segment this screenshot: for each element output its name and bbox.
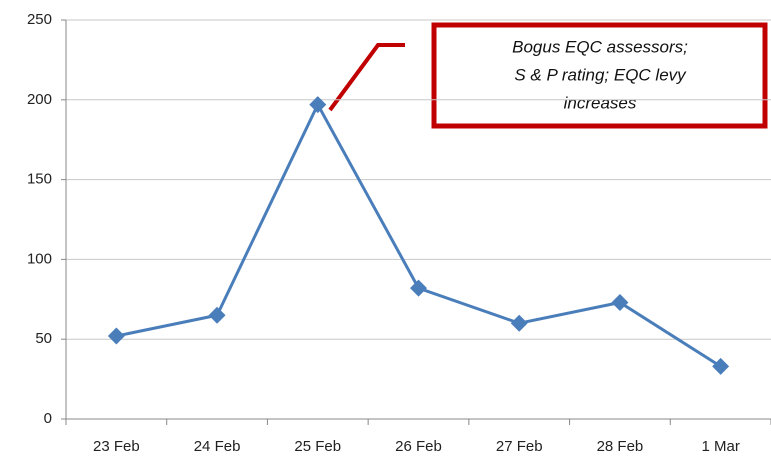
x-tick-label: 26 Feb bbox=[395, 438, 442, 455]
annotation: Bogus EQC assessors; S & P rating; EQC le… bbox=[328, 22, 768, 129]
annotation-text: S & P rating; EQC levy bbox=[514, 65, 687, 84]
y-tick-label: 250 bbox=[27, 11, 52, 28]
marker bbox=[712, 357, 730, 375]
x-tick-label: 1 Mar bbox=[701, 438, 739, 455]
marker bbox=[107, 327, 125, 345]
annotation-text: increases bbox=[564, 93, 637, 112]
marker bbox=[410, 279, 427, 297]
y-tick-label: 100 bbox=[27, 250, 52, 267]
x-tick-label: 28 Feb bbox=[597, 438, 644, 455]
y-tick-label: 200 bbox=[27, 91, 52, 108]
marker bbox=[309, 96, 327, 114]
x-tick-label: 25 Feb bbox=[294, 438, 341, 455]
marker bbox=[208, 306, 226, 324]
y-tick-label: 150 bbox=[27, 171, 52, 188]
series-line bbox=[116, 101, 722, 368]
annotation-connector bbox=[328, 43, 405, 112]
annotation-box bbox=[431, 22, 768, 129]
x-tick-label: 23 Feb bbox=[93, 438, 140, 455]
annotation-text: Bogus EQC assessors; bbox=[512, 37, 688, 56]
marker bbox=[510, 314, 528, 332]
marker bbox=[611, 294, 629, 311]
x-tick-label: 24 Feb bbox=[194, 438, 241, 455]
x-tick-label: 27 Feb bbox=[496, 438, 543, 455]
y-tick-label: 0 bbox=[44, 410, 52, 427]
y-tick-label: 50 bbox=[35, 330, 52, 347]
